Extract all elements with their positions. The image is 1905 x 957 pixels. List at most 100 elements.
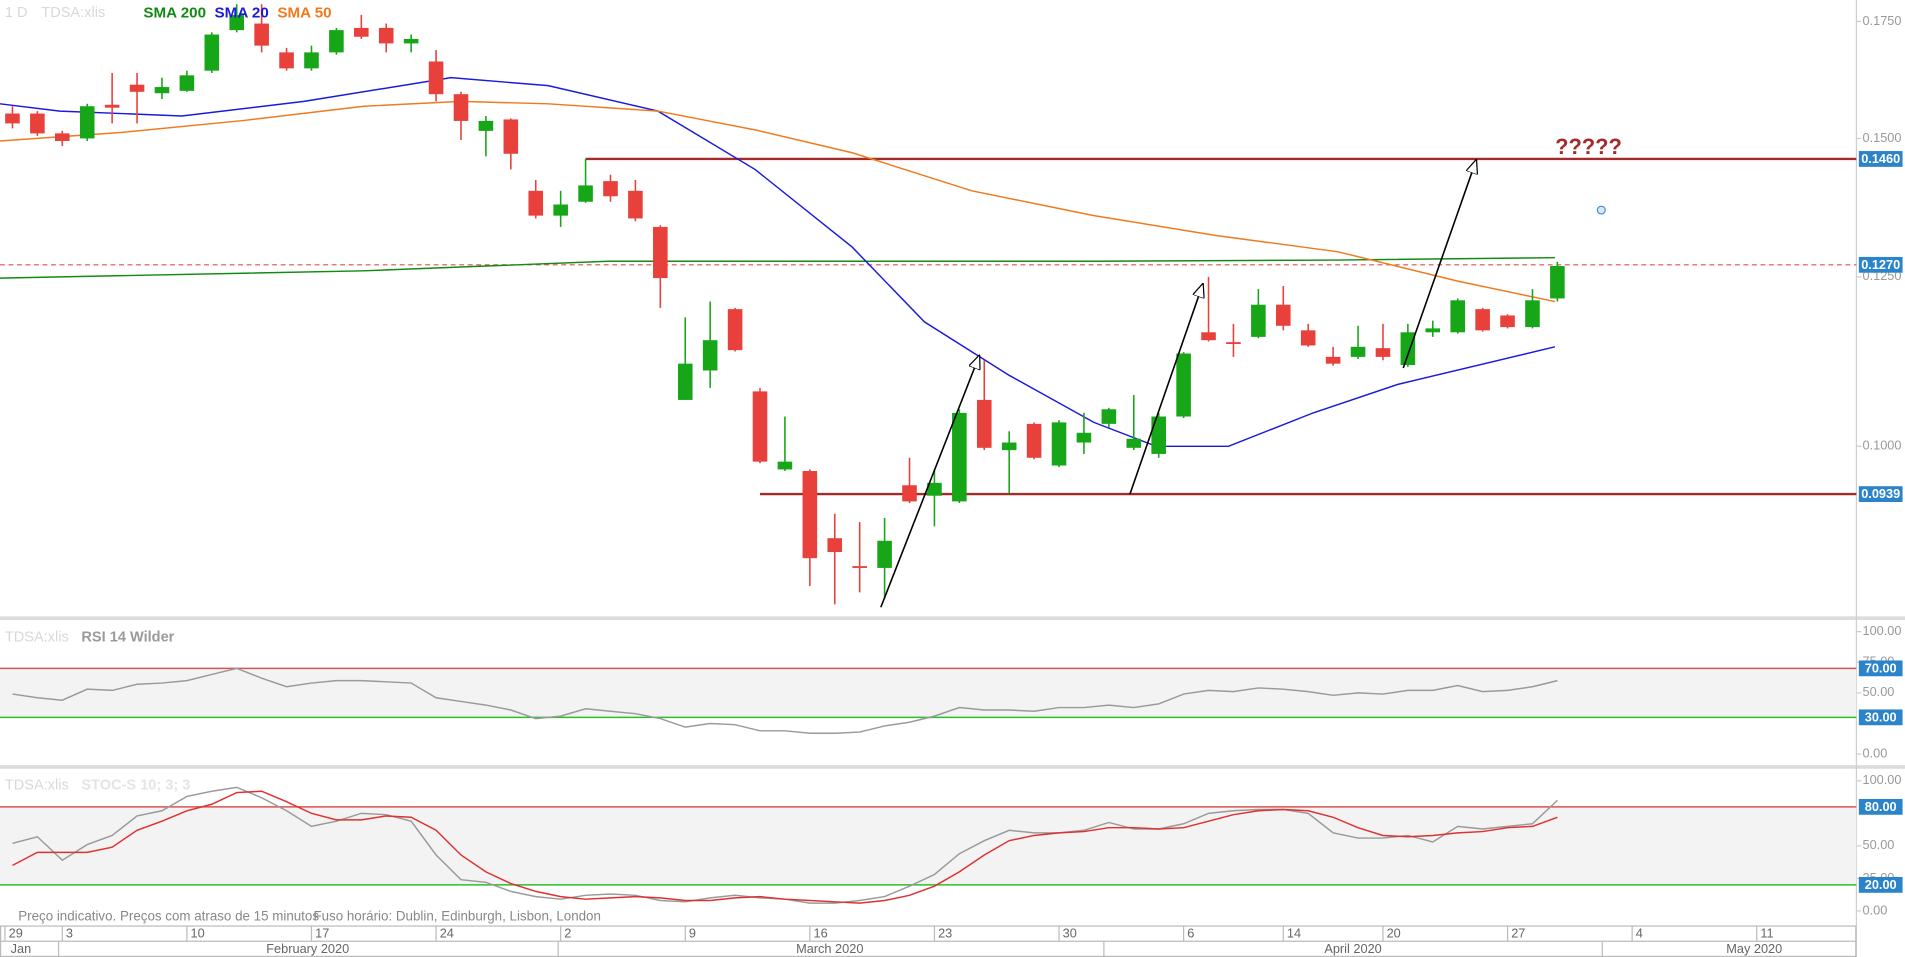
trend-arrows — [880, 160, 1476, 608]
annotation: ????? — [1555, 134, 1622, 159]
x-tick-label: 2 — [564, 925, 571, 940]
candle-body — [927, 482, 942, 496]
x-tick-label: 24 — [440, 925, 454, 940]
legend-entry: SMA 20 — [215, 4, 269, 21]
candle-body — [677, 363, 693, 400]
x-tick-label: 17 — [315, 925, 329, 940]
candle-body — [104, 104, 120, 108]
candle-body — [1375, 348, 1391, 357]
level-label: 70.00 — [1865, 660, 1897, 675]
candle-body — [354, 27, 369, 37]
candle-body — [129, 84, 145, 92]
legend-entry: SMA 50 — [277, 4, 331, 21]
candle-body — [1350, 346, 1366, 357]
sma-line — [0, 76, 1556, 448]
level-label-box — [1858, 709, 1903, 726]
candle-body — [1525, 300, 1540, 328]
candle-body — [553, 204, 568, 216]
sma-line — [0, 100, 1556, 303]
candle-body — [503, 119, 519, 154]
level-label: 0.1270 — [1861, 257, 1900, 272]
x-tick-label: 4 — [1636, 925, 1643, 940]
candle-body — [1450, 300, 1466, 333]
level-label: 80.00 — [1865, 799, 1897, 814]
candle-body — [1425, 328, 1441, 333]
candle-body — [628, 190, 643, 219]
candle-body — [279, 52, 294, 69]
interval: 1 D — [5, 5, 28, 21]
indicator-line — [12, 667, 1558, 734]
candle-body — [1400, 332, 1416, 366]
y-tick-label: 50.00 — [1862, 837, 1894, 852]
candle-body — [902, 485, 917, 502]
candle-body — [702, 340, 718, 371]
level-label: 0.0939 — [1861, 486, 1900, 501]
candle-body — [1201, 332, 1216, 341]
panel-title: STOC-S 10; 3; 3 — [81, 778, 190, 794]
indicator-line — [12, 790, 1558, 904]
legend-entry: SMA 200 — [143, 4, 206, 21]
candle-body — [1026, 423, 1042, 458]
level-label: 30.00 — [1865, 709, 1897, 724]
x-tick-label: 11 — [1760, 925, 1773, 940]
candle-body — [1126, 438, 1142, 448]
candle-body — [1251, 304, 1266, 337]
candle-body — [329, 30, 344, 53]
candle-body — [204, 34, 220, 71]
y-tick-label: 50.00 — [1862, 684, 1894, 699]
candle-body — [1176, 353, 1191, 417]
candle-body — [1076, 432, 1092, 443]
candle-body — [1500, 315, 1515, 328]
candle-body — [752, 391, 768, 462]
symbol: TDSA:xlis — [5, 778, 69, 794]
candle-body — [827, 538, 843, 553]
candle-body — [79, 106, 95, 139]
level-band — [0, 806, 1857, 885]
x-tick-label: 27 — [1511, 925, 1525, 940]
candle-body — [952, 412, 967, 502]
axes: 0.17500.15000.12500.10000.14600.12700.09… — [4, 4, 1903, 957]
y-tick-label: 0.1500 — [1862, 130, 1901, 145]
candle-body — [1275, 304, 1291, 326]
candle-body — [55, 133, 70, 141]
level-label: 20.00 — [1865, 877, 1897, 892]
candle-body — [304, 52, 319, 69]
month-label: March 2020 — [796, 941, 863, 956]
candle-body — [30, 113, 45, 134]
arrow — [880, 356, 979, 608]
sma-line — [0, 256, 1555, 279]
level-label-box — [1858, 151, 1903, 167]
candle-body — [5, 113, 20, 124]
candle-body — [777, 461, 793, 470]
arrow — [1129, 284, 1203, 495]
candle-body — [1226, 342, 1241, 344]
x-tick-label: 30 — [1063, 925, 1077, 940]
candle-body — [603, 181, 618, 197]
level-label-box — [1858, 798, 1903, 815]
x-tick-label: 9 — [689, 925, 696, 940]
disclaimer: Preço indicativo. Preços com atraso de 1… — [18, 908, 319, 923]
symbol: TDSA:xlis — [41, 5, 105, 21]
candle-body — [1001, 442, 1017, 451]
x-tick-label: 6 — [1187, 925, 1194, 940]
month-label: Jan — [11, 941, 32, 956]
x-tick-label: 23 — [938, 925, 952, 940]
candle-body — [1300, 330, 1316, 346]
candle-body — [802, 470, 818, 559]
month-label: May 2020 — [1726, 941, 1782, 956]
candle-body — [378, 27, 394, 44]
y-tick-label: 0.00 — [1862, 745, 1887, 760]
y-tick-label: 100.00 — [1862, 623, 1901, 638]
level-label-box — [1858, 256, 1903, 273]
candle-body — [154, 87, 170, 94]
candle-body — [453, 94, 469, 121]
candle-body — [528, 190, 544, 216]
x-tick-label: 14 — [1287, 925, 1301, 940]
candle-body — [229, 14, 245, 31]
y-tick-label: 0.1750 — [1862, 13, 1901, 28]
y-tick-label: 100.00 — [1862, 772, 1901, 787]
candle-body — [1475, 309, 1490, 331]
candle-body — [478, 120, 494, 131]
